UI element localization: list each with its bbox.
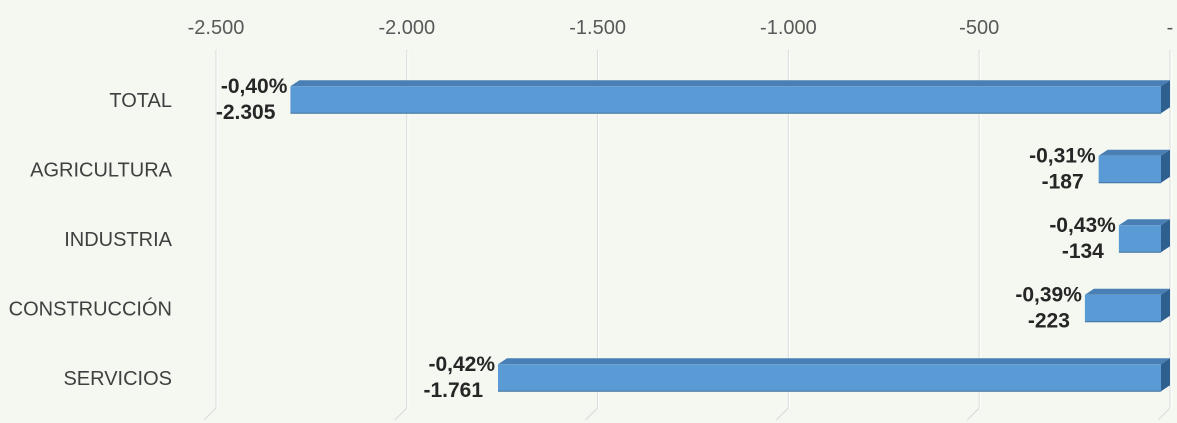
x-tick-label: -2.500	[188, 17, 245, 39]
x-tick-label: -	[1167, 17, 1174, 39]
bar-top-face	[1119, 219, 1170, 225]
bar-front-face	[1085, 295, 1161, 322]
category-labels: TOTAL AGRICULTURA INDUSTRIA CONSTRUCCIÓN SER…	[9, 90, 173, 390]
data-labels: -0,40% -2.305 -0,31% -187 -0,43% -134 -0,39% -2…	[216, 75, 1116, 402]
value-label: -1.761	[423, 379, 483, 402]
percent-label: -0,42%	[428, 353, 495, 376]
bar-top-face	[1099, 150, 1170, 156]
gridline-floor	[586, 408, 598, 420]
x-axis-ticks: -2.500 -2.000 -1.500 -1.000 -500 -	[188, 17, 1174, 39]
bar-top-face	[498, 358, 1170, 364]
bar-front-face	[498, 364, 1161, 391]
gridline-floor	[1158, 408, 1170, 420]
x-tick-label: -2.000	[378, 17, 435, 39]
gridline-floor	[395, 408, 407, 420]
x-tick-label: -1.000	[760, 17, 817, 39]
bar-top-face	[290, 80, 1170, 86]
bar-front-face	[1099, 156, 1161, 183]
bars	[290, 80, 1170, 391]
bar-front-face	[1119, 225, 1161, 252]
gridline-floor	[204, 408, 216, 420]
x-tick-label: -1.500	[569, 17, 626, 39]
percent-label: -0,39%	[1015, 283, 1082, 306]
bar	[1085, 289, 1170, 322]
gridline-floor	[776, 408, 788, 420]
value-label: -223	[1028, 309, 1070, 332]
category-label: CONSTRUCCIÓN	[9, 297, 172, 320]
bar	[1119, 219, 1170, 252]
percent-label: -0,40%	[221, 75, 288, 98]
bar-front-face	[290, 86, 1161, 113]
x-tick-label: -500	[959, 17, 999, 39]
bar-top-face	[1085, 289, 1170, 295]
value-label: -134	[1062, 240, 1104, 263]
category-label: INDUSTRIA	[64, 229, 172, 251]
category-label: SERVICIOS	[63, 368, 172, 390]
percent-label: -0,43%	[1049, 214, 1116, 237]
bar	[498, 358, 1170, 391]
percent-label: -0,31%	[1029, 144, 1096, 167]
category-label: TOTAL	[109, 90, 172, 112]
value-label: -2.305	[216, 101, 276, 124]
bar	[290, 80, 1170, 113]
gridline-floor	[967, 408, 979, 420]
value-label: -187	[1042, 170, 1084, 193]
category-label: AGRICULTURA	[30, 159, 173, 181]
bar	[1099, 150, 1170, 183]
